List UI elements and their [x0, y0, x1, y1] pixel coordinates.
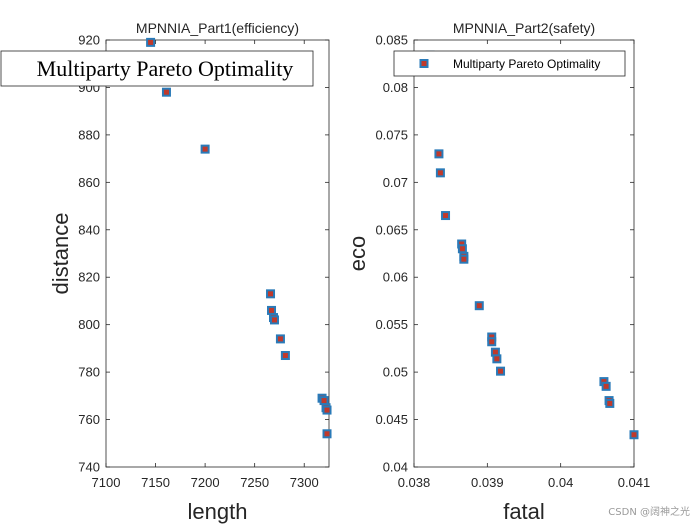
x-tick-label: 7250	[240, 475, 269, 490]
x-tick-label: 0.039	[471, 475, 504, 490]
plot-1: 7100 7150 7200 7250 7300 740 760 780 800 820 840 86…	[0, 20, 332, 524]
y-axis-label: eco	[345, 236, 370, 271]
legend-box	[393, 50, 626, 77]
axes-box	[413, 39, 635, 468]
data-point	[202, 146, 208, 152]
y-tick-label: 760	[78, 412, 100, 427]
data-point	[498, 368, 504, 374]
chart-title: MPNNIA_Part1(efficiency)	[136, 20, 299, 36]
y-tick-label: 820	[78, 270, 100, 285]
y-tick-label: 0.055	[375, 317, 408, 332]
data-points	[146, 37, 332, 439]
data-point	[631, 432, 637, 438]
x-tick-label: 7200	[191, 475, 220, 490]
legend-box	[0, 50, 314, 87]
y-tick-label: 0.04	[383, 460, 408, 475]
y-tick-label: 0.085	[375, 33, 408, 48]
x-tick-label: 0.041	[618, 475, 651, 490]
data-point	[476, 303, 482, 309]
y-tick-label: 920	[78, 33, 100, 48]
data-point	[443, 213, 449, 219]
data-point	[494, 356, 500, 362]
plot-2: 0.038 0.039 0.04 0.041 0.04 0.045 0.05 0.055 0.0…	[345, 20, 650, 524]
data-point	[271, 317, 277, 323]
legend: Multiparty Pareto Optimality	[393, 50, 626, 77]
data-point	[603, 383, 609, 389]
chart-title: MPNNIA_Part2(safety)	[453, 20, 595, 36]
y-tick-label: 0.075	[375, 127, 408, 142]
y-tick-label: 880	[78, 127, 100, 142]
data-point	[607, 400, 613, 406]
data-point	[269, 307, 275, 313]
y-tick-label: 0.07	[383, 175, 408, 190]
y-tick-label: 0.08	[383, 80, 408, 95]
y-axis-label: distance	[48, 213, 73, 295]
y-tick-label: 0.06	[383, 270, 408, 285]
data-point	[461, 256, 467, 262]
y-tick-label: 0.05	[383, 365, 408, 380]
y-tick-label: 800	[78, 317, 100, 332]
data-point	[282, 353, 288, 359]
data-point	[459, 241, 465, 247]
data-point	[277, 336, 283, 342]
x-axis-label: length	[188, 499, 248, 524]
y-tick-label: 840	[78, 222, 100, 237]
data-point	[324, 431, 330, 437]
y-tick-label: 0.045	[375, 412, 408, 427]
data-point	[489, 339, 495, 345]
legend: Multiparty Pareto Optimality	[0, 50, 314, 87]
y-tick-label: 780	[78, 365, 100, 380]
x-tick-label: 7150	[141, 475, 170, 490]
data-point	[436, 151, 442, 157]
data-points	[425, 50, 639, 440]
x-tick-label: 0.04	[548, 475, 573, 490]
x-tick-label: 0.038	[398, 475, 431, 490]
y-tick-label: 860	[78, 175, 100, 190]
x-axis-label: fatal	[503, 499, 545, 524]
x-tick-label: 7100	[92, 475, 121, 490]
x-tick-label: 7300	[290, 475, 319, 490]
legend-marker	[421, 61, 427, 66]
data-point	[437, 170, 443, 176]
data-point	[489, 334, 495, 340]
watermark: CSDN @阔神之光	[608, 505, 690, 518]
data-point	[148, 39, 154, 45]
data-point	[321, 398, 327, 404]
y-tick-label: 0.065	[375, 222, 408, 237]
axes-box	[105, 39, 330, 468]
data-point	[324, 407, 330, 413]
data-point	[492, 349, 498, 355]
data-point	[163, 89, 169, 95]
legend-label: Multiparty Pareto Optimality	[37, 56, 294, 81]
data-point	[268, 291, 274, 297]
data-point	[601, 379, 607, 385]
data-point	[459, 246, 465, 252]
y-tick-label: 740	[78, 460, 100, 475]
legend-label: Multiparty Pareto Optimality	[453, 57, 600, 71]
